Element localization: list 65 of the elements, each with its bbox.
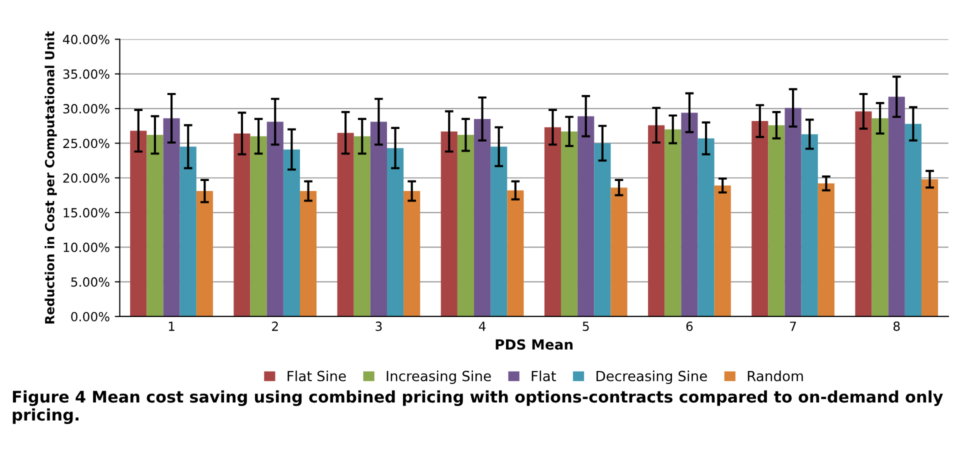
bar [337, 132, 354, 316]
bar [578, 116, 594, 316]
x-tick-label: 6 [686, 322, 693, 332]
y-tick-label: 35.00% [63, 69, 110, 79]
x-tick-label: 8 [894, 322, 900, 332]
x-tick-label: 2 [272, 322, 278, 331]
legend-label: Flat Sine [288, 370, 346, 382]
bar [283, 149, 300, 316]
bar [457, 134, 474, 316]
bar [163, 118, 180, 316]
bar [404, 191, 420, 316]
x-tick-label: 1 [168, 322, 174, 331]
bar [490, 146, 508, 316]
legend-label: Random [748, 370, 803, 382]
bar [855, 111, 872, 316]
bar [507, 190, 524, 316]
x-axis-title: PDS Mean [496, 339, 573, 350]
bar [146, 134, 164, 316]
bar [714, 185, 731, 316]
bar [818, 183, 834, 316]
bar [250, 136, 267, 316]
y-tick-label: 30.00% [63, 104, 110, 114]
bar [664, 129, 682, 316]
bar [681, 112, 698, 316]
bar [474, 118, 491, 316]
x-tick-label: 7 [790, 322, 796, 331]
bar [610, 188, 628, 316]
bar [784, 108, 802, 316]
bar [561, 131, 578, 316]
bar [594, 143, 611, 316]
bar [300, 191, 317, 316]
x-tick-label: 4 [478, 322, 486, 331]
bar [698, 138, 714, 316]
bar [266, 122, 284, 316]
bar [440, 131, 458, 316]
y-tick-label: 10.00% [64, 242, 110, 252]
y-tick-label: 20.00% [63, 173, 110, 183]
bar [386, 148, 404, 316]
bar [196, 191, 213, 316]
bar [648, 125, 665, 316]
bar [768, 125, 785, 316]
legend-label: Increasing Sine [386, 370, 491, 384]
x-tick-label: 5 [582, 322, 589, 332]
bar [888, 96, 905, 316]
bar [354, 136, 370, 316]
bar [801, 134, 818, 316]
bar [544, 127, 562, 316]
bar [752, 121, 768, 316]
bar [904, 124, 922, 316]
y-tick-label: 15.00% [64, 208, 110, 218]
bar [234, 134, 250, 316]
legend-label: Decreasing Sine [596, 370, 707, 384]
y-tick-label: 0.00% [71, 312, 110, 322]
y-tick-label: 25.00% [63, 138, 110, 148]
bar [370, 122, 387, 316]
bar [130, 130, 147, 316]
y-axis-title: Reduction in Cost per Computational Unit [44, 31, 57, 324]
y-tick-label: 40.00% [62, 34, 110, 44]
y-tick-label: 5.00% [71, 277, 110, 287]
bar [872, 118, 888, 316]
bar [921, 179, 938, 316]
legend-label: Flat [532, 370, 556, 382]
x-tick-label: 3 [376, 322, 382, 332]
caption: Figure 4 Mean cost saving using combined pricing with options-contracts compared to on-demand only pricing. [12, 390, 943, 424]
bar [180, 146, 196, 316]
